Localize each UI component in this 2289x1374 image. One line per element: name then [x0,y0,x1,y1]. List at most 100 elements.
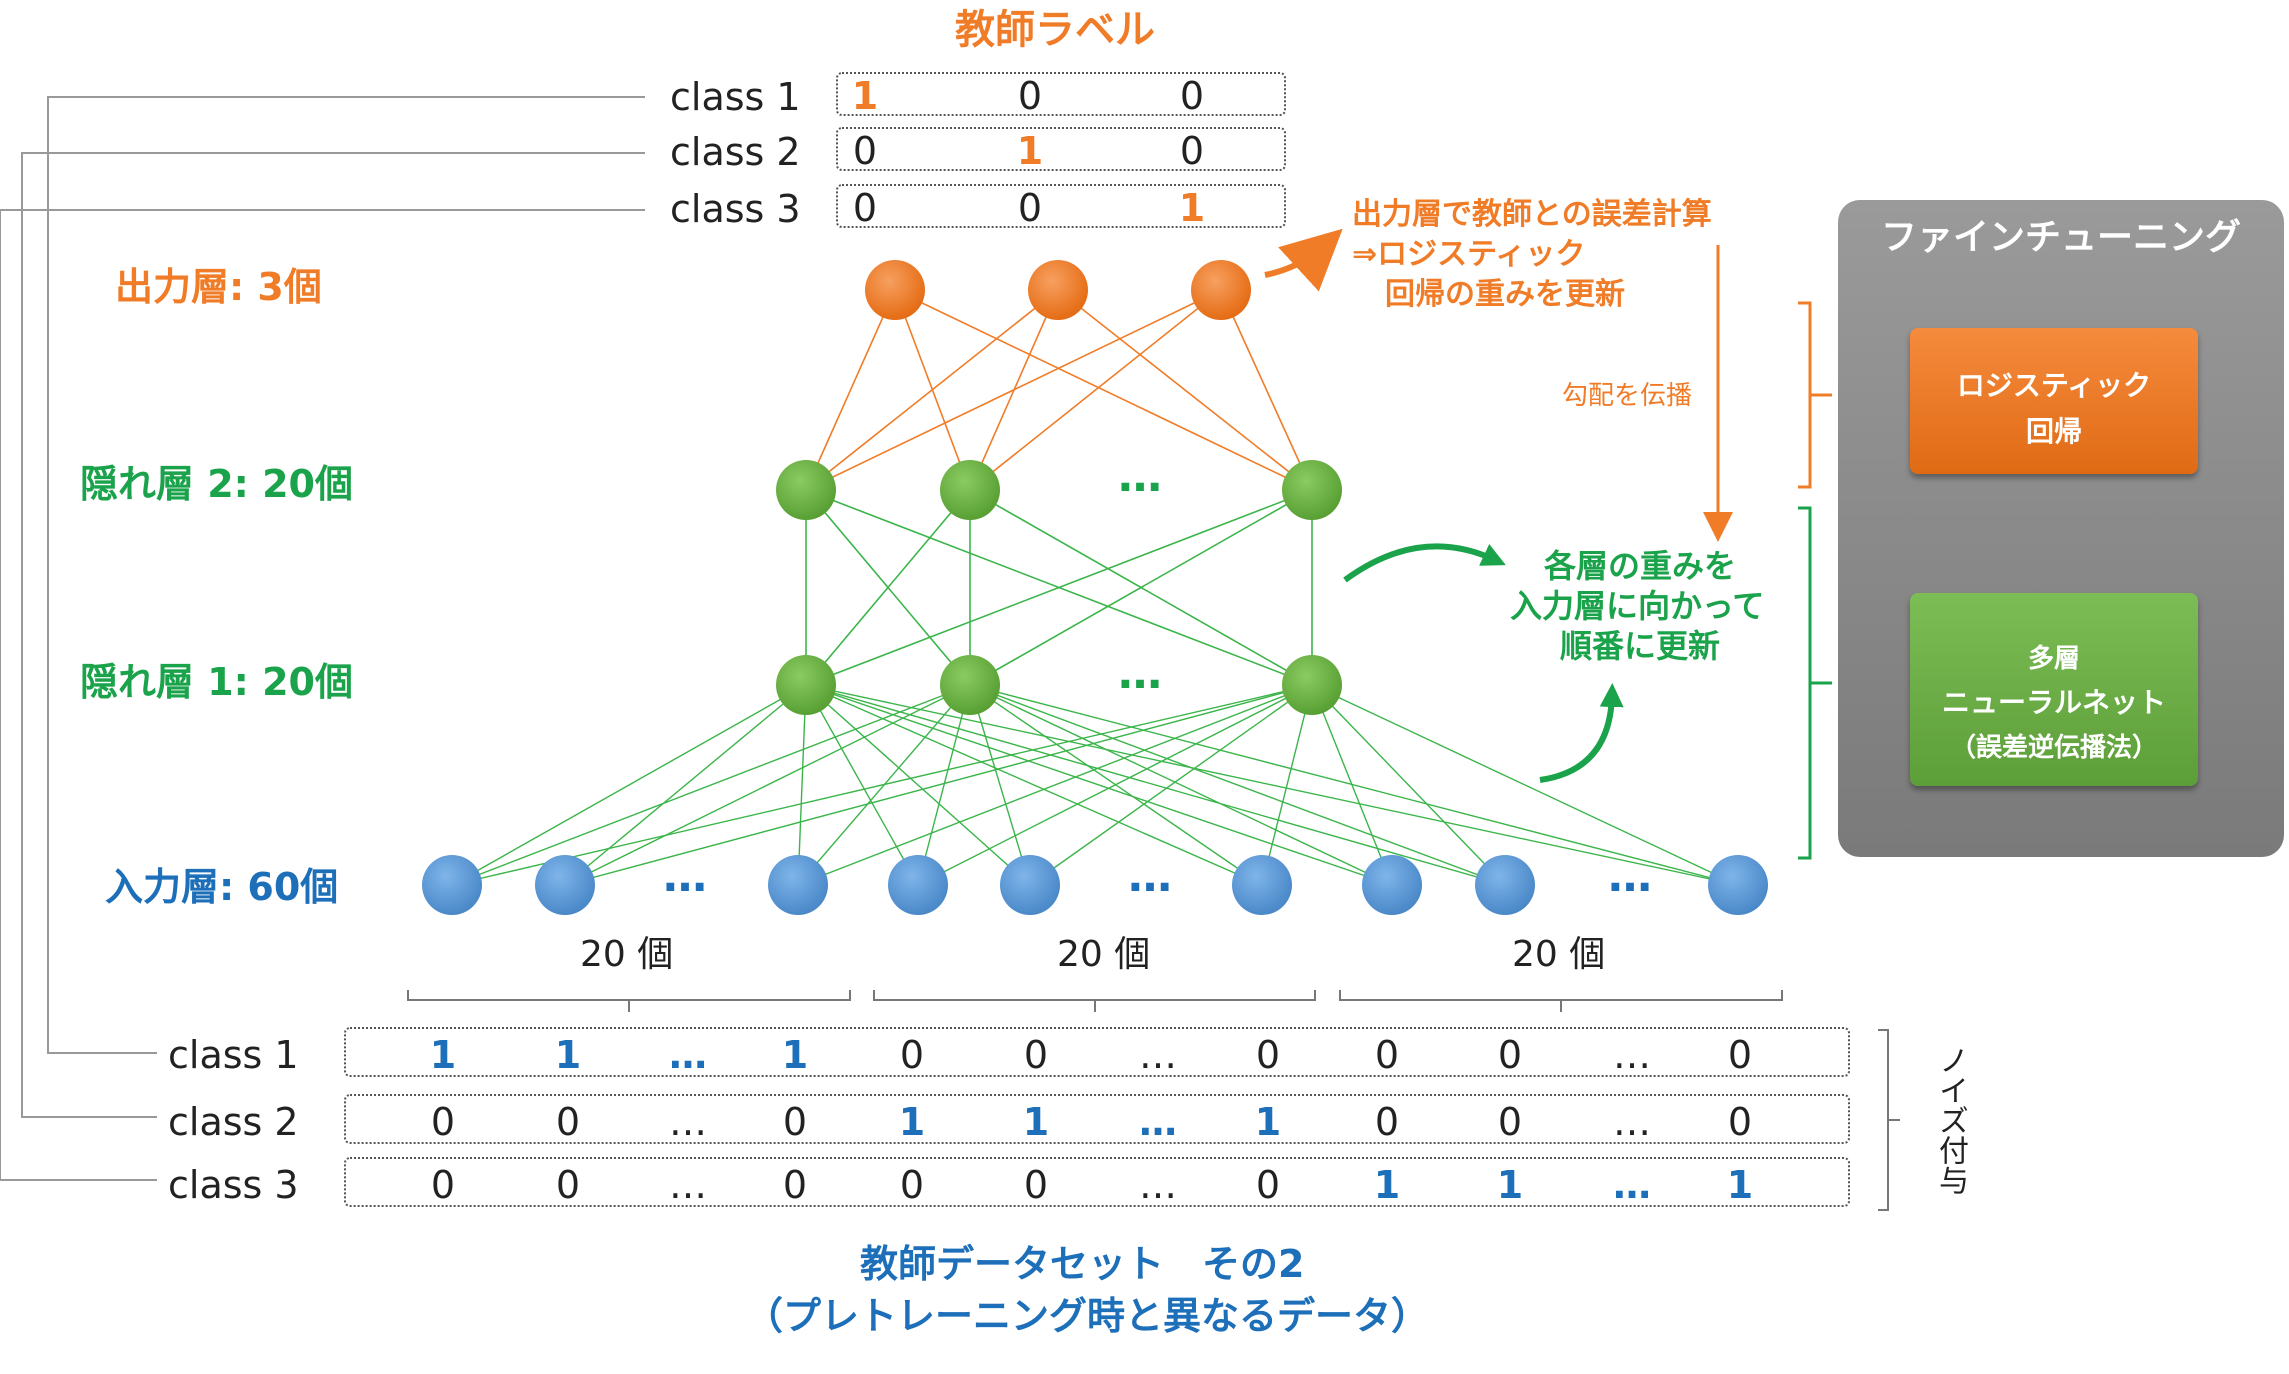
mlp-box-line1: 多層 [2027,644,2080,674]
hidden1-neuron [940,655,1000,715]
input-group1-ellipsis: … [663,851,707,902]
dataset-cell: 0 [555,1163,581,1207]
input-neuron [422,855,482,915]
input-neuron [1708,855,1768,915]
group-count-2: 20 個 [1057,934,1151,975]
input-neuron [768,855,828,915]
teacher-row-label: class 1 [670,75,801,119]
dataset-cell: … [1139,1163,1177,1207]
connection-line [805,289,1059,491]
dataset-cell: 1 [1254,1100,1282,1144]
dataset-cell: 0 [430,1100,456,1144]
multilayer-nn-box: 多層 ニューラルネット （誤差逆伝播法） [1910,593,2198,786]
connection-line [797,684,807,886]
connection-line [805,684,1031,886]
teacher-cell: 0 [852,129,878,173]
connection-line [805,489,971,686]
teacher-cell: 1 [851,74,879,118]
dataset-cell: … [669,1033,707,1077]
dataset-cell: … [1613,1033,1651,1077]
update-note-line3: 順番に更新 [1560,627,1721,665]
group-count-1: 20 個 [580,934,674,975]
input-neuron [1362,855,1422,915]
dataset-cell: 1 [781,1033,809,1077]
dataset-cell: 1 [1726,1163,1754,1207]
connection-line [1311,684,1393,886]
connection-line [1311,684,1739,886]
connection-line [797,684,1313,886]
dataset-cell: … [669,1100,707,1144]
input-group-brackets [407,990,1783,1012]
mlp-box-line3: （誤差逆伝播法） [1949,733,2158,763]
neurons [422,260,1768,915]
teacher-cell: 1 [1016,129,1044,173]
teacher-row-box [836,72,1286,116]
connection-line [1057,289,1313,491]
dataset-title-line2: （プレトレーニング時と異なるデータ） [745,1294,1430,1338]
fine-tuning-panel: ファインチューニング ロジスティック 回帰 多層 ニューラルネット （誤差逆伝播… [1838,200,2284,857]
connection-line [805,289,1222,491]
output-error-arrow [1264,228,1343,292]
output-neuron [1028,260,1088,320]
input-group2-ellipsis: … [1128,851,1172,902]
dataset-cell: … [1613,1100,1651,1144]
teacher-cell: 0 [1017,186,1043,230]
update-arrow-bottom [1539,683,1624,783]
dataset-cell: 0 [899,1163,925,1207]
connection-line [1261,684,1313,886]
logistic-box-line2: 回帰 [2025,415,2082,448]
group-count-3: 20 個 [1512,934,1606,975]
connection-lines [451,289,1739,886]
dataset-cell: 0 [1374,1100,1400,1144]
connection-line [969,684,1031,886]
dataset-cell: 1 [1022,1100,1050,1144]
connection-line [805,684,1739,886]
teacher-cell: 0 [1179,74,1205,118]
connection-line [917,684,971,886]
teacher-cell: 0 [1179,129,1205,173]
hidden2-neuron [1282,460,1342,520]
dataset-cell: … [669,1163,707,1207]
dataset-cell: 0 [1255,1033,1281,1077]
connection-line [969,684,1506,886]
hidden-layer-1-label: 隠れ層 1: 20個 [80,660,353,704]
teacher-row-box [836,127,1286,171]
connection-line [564,684,971,886]
output-error-note-line1: 出力層で教師との誤差計算 [1352,197,1712,232]
connection-line [451,684,1313,886]
dataset-cell: 0 [782,1163,808,1207]
dataset-cell: 0 [1727,1100,1753,1144]
dataset-row-label: class 3 [168,1163,299,1207]
update-note-line2: 入力層に向かって [1510,587,1765,625]
dataset-cell: 0 [1023,1033,1049,1077]
dataset-cell: 0 [782,1100,808,1144]
dataset-row-box [344,1157,1850,1207]
teacher-cell: 1 [1178,186,1206,230]
teacher-row-box [836,184,1286,228]
input-neuron [535,855,595,915]
hidden1-ellipsis: … [1118,648,1162,699]
hidden2-ellipsis: … [1118,451,1162,502]
dataset-row-box [344,1027,1850,1077]
dataset-cell: 1 [898,1100,926,1144]
logistic-regression-box: ロジスティック 回帰 [1910,328,2198,474]
dataset-cell: 0 [1023,1163,1049,1207]
fine-tuning-title: ファインチューニング [1880,217,2241,258]
dataset-cell: 0 [1255,1163,1281,1207]
dataset-cell: … [1139,1100,1177,1144]
connection-line [969,489,1313,686]
dataset-cell: 0 [1727,1033,1753,1077]
teacher-row-label: class 2 [670,130,801,174]
dataset-row-box [344,1094,1850,1144]
update-note-line1: 各層の重みを [1544,547,1737,585]
connection-line [1029,684,1313,886]
dataset-cell: 0 [1497,1100,1523,1144]
noise-bracket [1878,1029,1889,1211]
hidden-layer-2-label: 隠れ層 2: 20個 [80,462,353,506]
dataset-cell: 1 [1373,1163,1401,1207]
input-group3-ellipsis: … [1608,851,1652,902]
gradient-note: 勾配を伝播 [1562,381,1693,411]
connection-line [451,684,971,886]
hidden1-neuron [1282,655,1342,715]
